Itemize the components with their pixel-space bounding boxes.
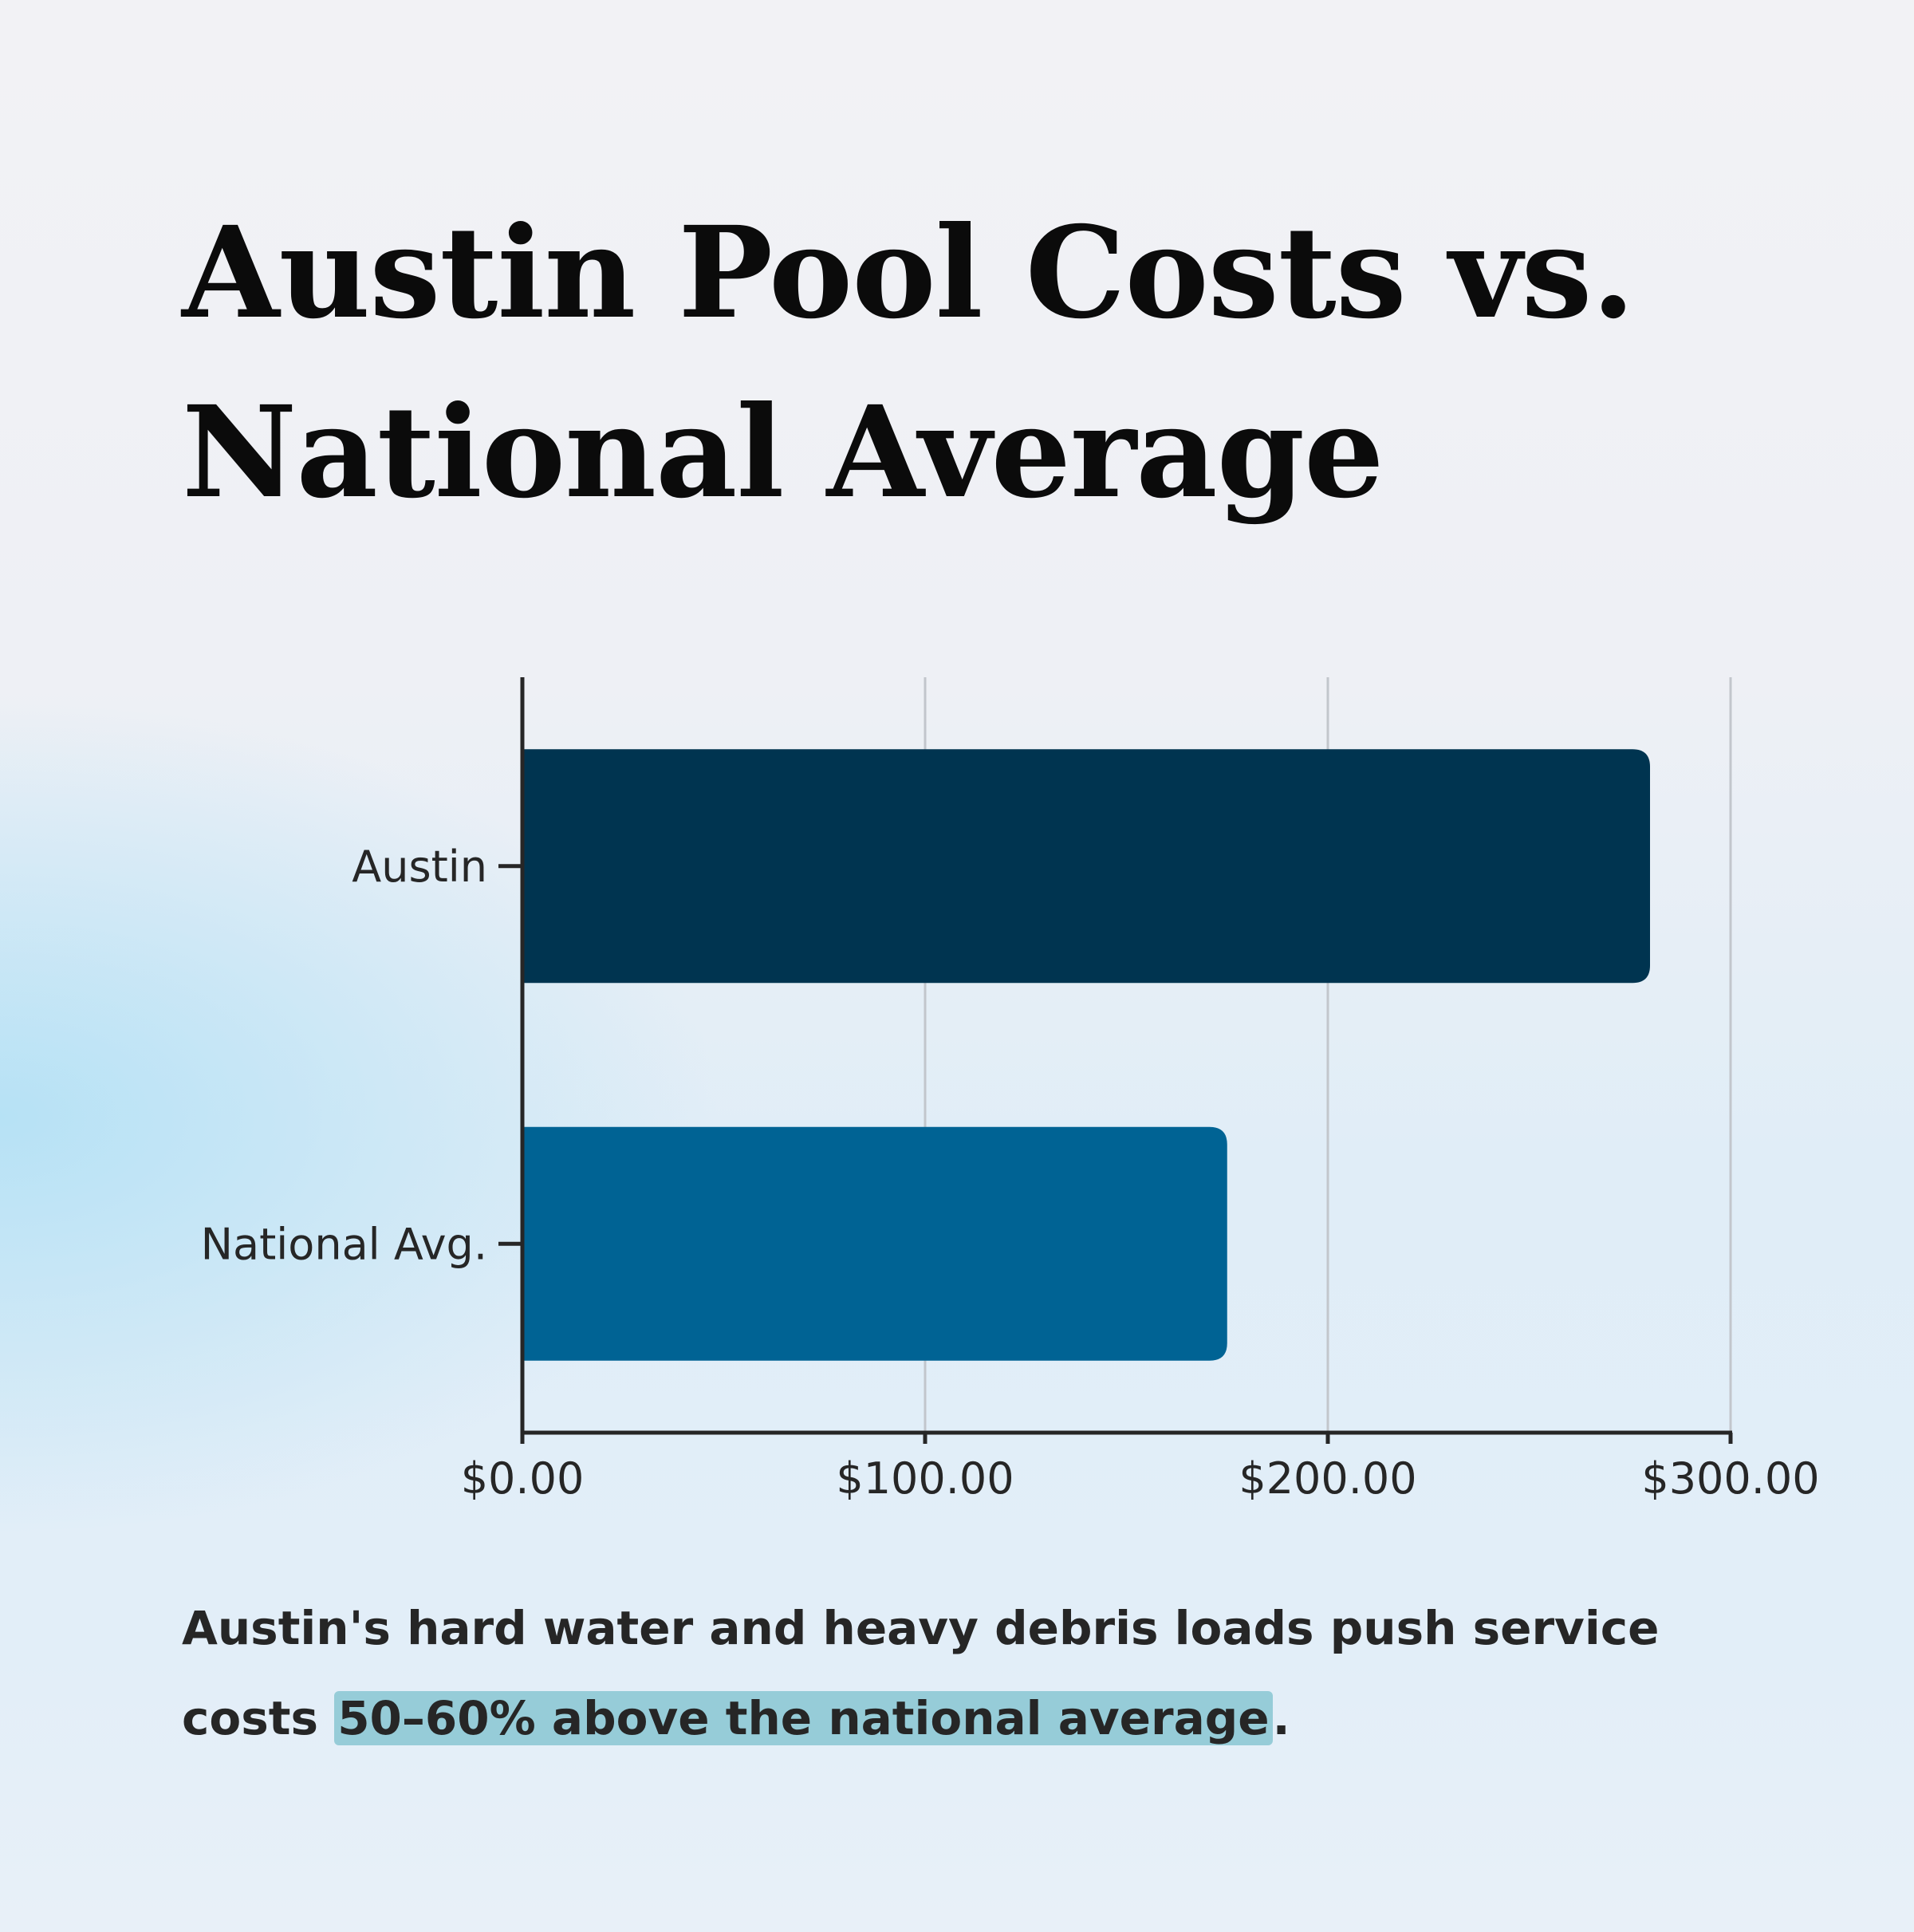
caption-text: Austin's hard water and heavy debris loa… xyxy=(182,1601,1660,1745)
x-tick-label: $300.00 xyxy=(1641,1453,1819,1504)
caption: Austin's hard water and heavy debris loa… xyxy=(182,1583,1777,1764)
y-tick-label: National Avg. xyxy=(201,1219,487,1269)
bar-national-avg- xyxy=(522,1126,1227,1361)
y-tick-label: Austin xyxy=(352,842,487,892)
caption-highlight: 50–60% above the national average xyxy=(334,1691,1273,1745)
x-tick-label: $0.00 xyxy=(461,1453,585,1504)
caption-end: . xyxy=(1272,1691,1290,1745)
x-tick-label: $100.00 xyxy=(836,1453,1014,1504)
chart-title: Austin Pool Costs vs. National Average xyxy=(182,199,1635,526)
x-tick-label: $200.00 xyxy=(1239,1453,1416,1504)
bar-chart: $0.00 $100.00 $200.00 $300.00 Austin National… xyxy=(201,677,1820,1504)
bar-austin xyxy=(522,749,1650,984)
